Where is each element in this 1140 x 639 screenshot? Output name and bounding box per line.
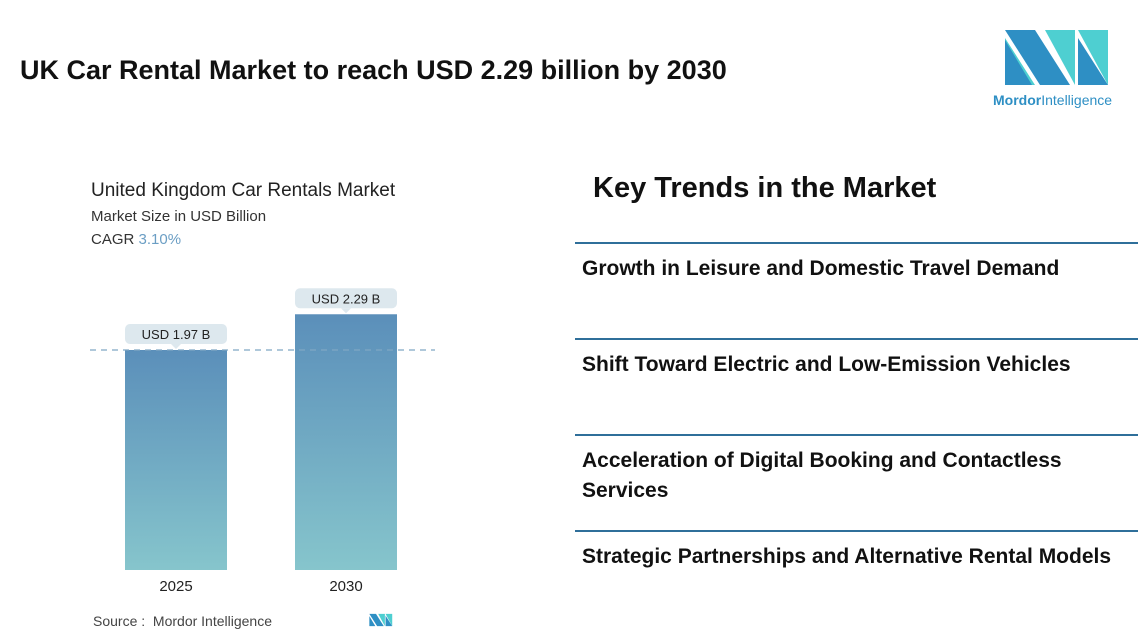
bar-2025 xyxy=(125,350,227,570)
data-label-pointer xyxy=(171,344,181,349)
data-label-bg xyxy=(125,324,227,344)
data-label: USD 2.29 B xyxy=(312,291,381,306)
cagr-value: 3.10% xyxy=(138,231,182,248)
chart-cagr: CAGR 3.10% xyxy=(91,231,182,248)
data-label-pointer xyxy=(341,308,351,314)
page-title: UK Car Rental Market to reach USD 2.29 b… xyxy=(20,55,727,85)
mordor-mini-logo xyxy=(369,613,393,627)
data-label: USD 1.97 B xyxy=(142,327,211,342)
trend-item: Acceleration of Digital Booking and Cont… xyxy=(575,434,1138,506)
mordor-logo xyxy=(1005,30,1108,85)
chart-subtitle: Market Size in USD Billion xyxy=(91,208,267,225)
chart-title: United Kingdom Car Rentals Market xyxy=(91,180,396,201)
bar-2030 xyxy=(295,314,397,570)
trends-title: Key Trends in the Market xyxy=(593,172,937,204)
data-label-bg xyxy=(295,288,397,309)
logo-text: MordorIntelligence xyxy=(993,92,1113,108)
x-tick-label: 2030 xyxy=(329,578,362,595)
x-tick-label: 2025 xyxy=(159,578,192,595)
trend-item: Growth in Leisure and Domestic Travel De… xyxy=(575,242,1138,284)
trend-item: Strategic Partnerships and Alternative R… xyxy=(575,530,1138,572)
bar-chart: USD 1.97 B 2025 USD 2.29 B 2030 xyxy=(90,288,435,595)
trend-item: Shift Toward Electric and Low-Emission V… xyxy=(575,338,1138,380)
source: Source : Mordor Intelligence xyxy=(93,613,272,629)
